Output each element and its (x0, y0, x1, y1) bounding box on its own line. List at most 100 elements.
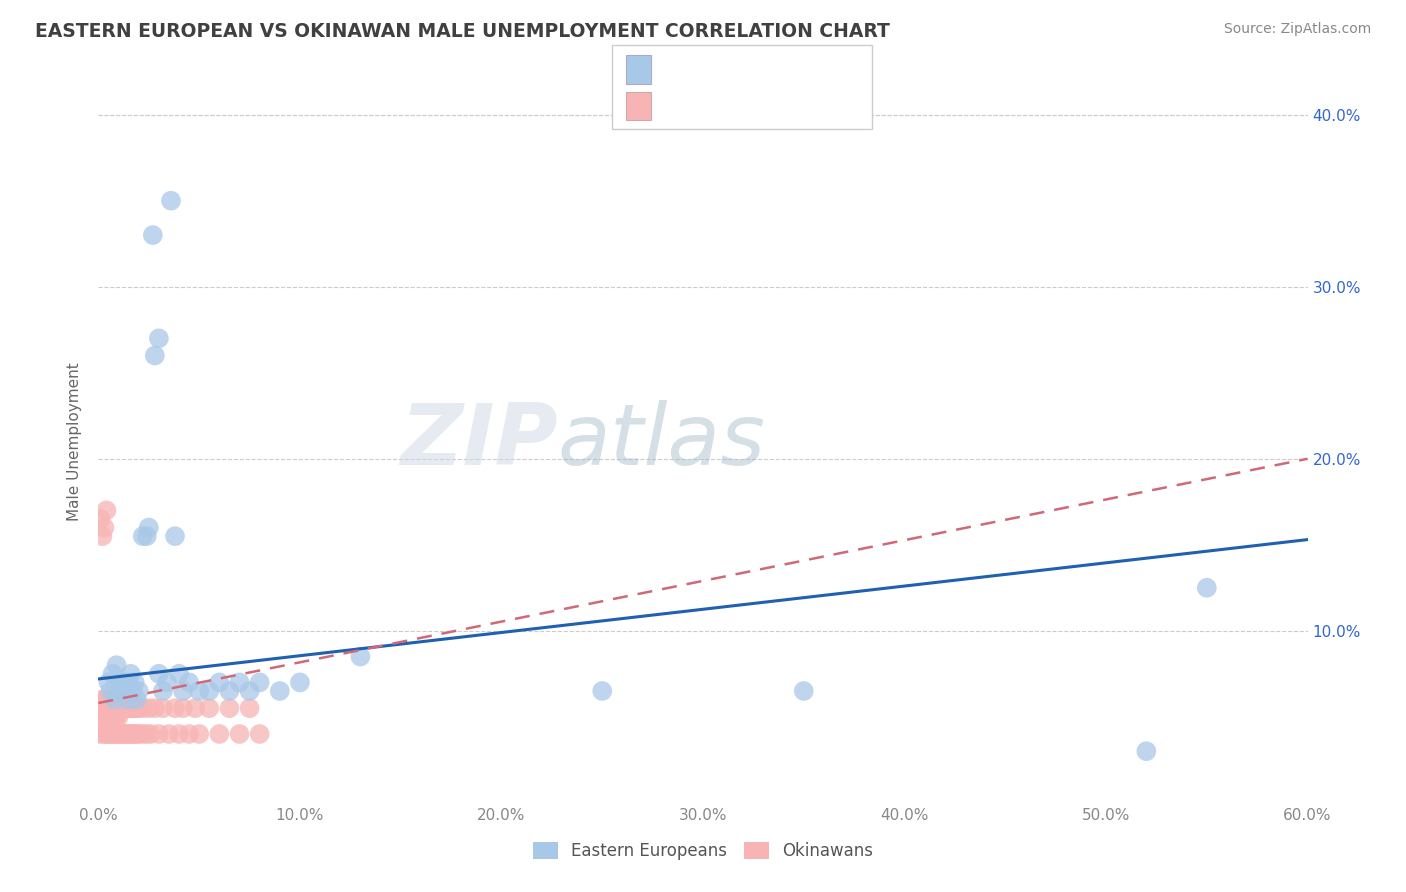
Point (163, 529, 186, 543)
Point (167, 727, 190, 741)
Point (148, 727, 170, 741)
Point (120, 701, 142, 715)
Point (110, 727, 132, 741)
Point (138, 520, 160, 534)
Point (125, 701, 148, 715)
Text: ZIP: ZIP (401, 400, 558, 483)
Point (96, 710, 118, 724)
Point (97, 692, 120, 706)
Text: Source: ZipAtlas.com: Source: ZipAtlas.com (1223, 22, 1371, 37)
Point (111, 684, 134, 698)
Point (349, 649, 371, 664)
Point (91, 692, 114, 706)
Point (107, 727, 129, 741)
Point (228, 727, 250, 741)
Point (101, 701, 124, 715)
Point (110, 675, 132, 690)
Point (1195, 581, 1218, 595)
Point (148, 331, 170, 345)
Point (198, 701, 221, 715)
Point (110, 701, 132, 715)
Point (100, 727, 122, 741)
Point (160, 194, 183, 208)
Point (96, 727, 118, 741)
Point (101, 666, 124, 681)
Point (135, 727, 157, 741)
Point (188, 727, 211, 741)
Point (107, 701, 129, 715)
Point (93, 692, 115, 706)
Point (114, 701, 136, 715)
Point (124, 727, 146, 741)
Point (111, 701, 134, 715)
Text: R =  0.049   N = 74: R = 0.049 N = 74 (662, 99, 820, 113)
Point (100, 684, 122, 698)
Point (184, 701, 207, 715)
Point (120, 727, 142, 741)
Legend: Eastern Europeans, Okinawans: Eastern Europeans, Okinawans (526, 835, 880, 867)
Point (198, 684, 221, 698)
Point (101, 692, 124, 706)
Point (115, 701, 138, 715)
Point (107, 684, 129, 698)
Point (103, 692, 125, 706)
Point (101, 710, 124, 724)
Point (125, 727, 148, 741)
Point (228, 675, 250, 690)
Point (143, 701, 166, 715)
Point (93, 520, 115, 534)
Point (172, 701, 194, 715)
Point (121, 684, 143, 698)
Point (105, 710, 128, 724)
Point (148, 666, 170, 681)
Point (107, 710, 129, 724)
Point (249, 675, 271, 690)
Point (105, 727, 128, 741)
Point (118, 675, 141, 690)
Point (591, 684, 613, 698)
Point (793, 684, 815, 698)
Point (138, 701, 160, 715)
Point (179, 727, 201, 741)
Point (91, 529, 114, 543)
Point (157, 727, 180, 741)
Point (239, 701, 262, 715)
Point (97, 727, 120, 741)
Point (152, 701, 174, 715)
Point (100, 692, 122, 706)
Point (1135, 744, 1157, 758)
Point (118, 727, 141, 741)
Point (143, 349, 166, 363)
Point (115, 727, 138, 741)
Point (128, 684, 150, 698)
Point (218, 701, 240, 715)
Point (218, 684, 240, 698)
Point (167, 666, 190, 681)
Point (89, 512, 111, 526)
Point (111, 727, 134, 741)
Point (132, 727, 155, 741)
Point (163, 701, 186, 715)
Point (120, 666, 142, 681)
Point (103, 710, 125, 724)
Point (124, 701, 146, 715)
Point (288, 675, 311, 690)
Point (91, 710, 114, 724)
Point (118, 701, 141, 715)
Point (105, 658, 128, 673)
Point (114, 675, 136, 690)
Point (114, 727, 136, 741)
Y-axis label: Male Unemployment: Male Unemployment (67, 362, 83, 521)
Point (115, 692, 138, 706)
Point (269, 684, 291, 698)
Point (249, 727, 271, 741)
Point (179, 675, 201, 690)
Point (208, 675, 231, 690)
Point (93, 727, 115, 741)
Point (97, 710, 120, 724)
Point (142, 228, 165, 243)
Point (97, 701, 120, 715)
Point (172, 684, 194, 698)
Point (93, 710, 115, 724)
Point (103, 701, 125, 715)
